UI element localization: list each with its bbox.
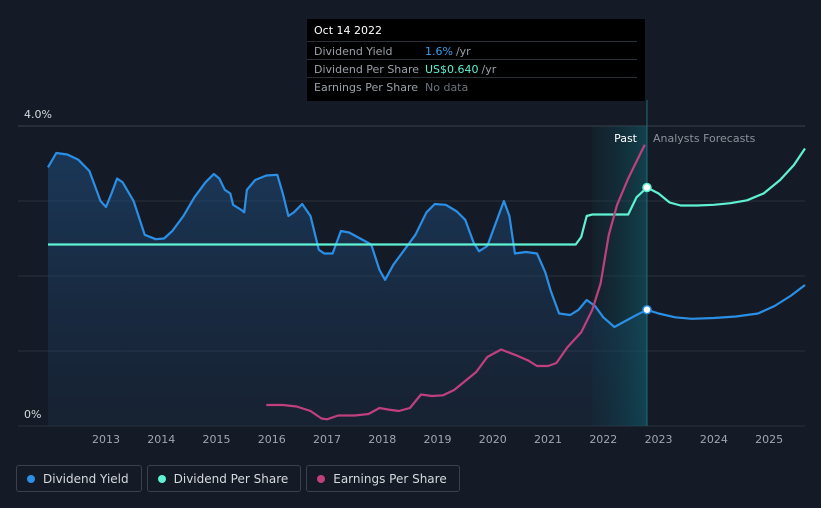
x-tick-label: 2013 — [92, 433, 120, 446]
x-tick-label: 2024 — [700, 433, 728, 446]
x-tick-label: 2021 — [534, 433, 562, 446]
tooltip-unit: /yr — [455, 45, 471, 58]
markers — [642, 182, 652, 315]
legend-dot-icon — [317, 474, 326, 483]
x-tick-label: 2023 — [645, 433, 673, 446]
past-highlight-band — [592, 100, 648, 426]
legend-dot-icon — [27, 474, 35, 483]
legend-item-dividend-yield[interactable]: Dividend Yield — [16, 465, 142, 492]
tooltip-label: Dividend Yield — [314, 45, 393, 58]
legend-item-dividend-per-share[interactable]: Dividend Per Share — [146, 465, 302, 492]
legend-item-earnings-per-share[interactable]: Earnings Per Share — [306, 465, 460, 492]
legend-label: Earnings Per Share — [333, 471, 447, 486]
dividend-yield-marker — [642, 305, 652, 315]
x-tick-label: 2016 — [258, 433, 286, 446]
highlight-band — [592, 126, 647, 426]
x-tick-label: 2018 — [368, 433, 396, 446]
x-axis-ticks: 2013 2014 2015 2016 2017 2018 2019 2020 2021 2022… — [92, 433, 783, 446]
tooltip-value: US$0.640 — [425, 63, 479, 76]
tooltip-date: Oct 14 2022 — [314, 24, 383, 37]
x-tick-label: 2025 — [755, 433, 783, 446]
x-tick-label: 2015 — [203, 433, 231, 446]
series-lines — [47, 144, 806, 421]
legend-dot-icon — [157, 474, 166, 483]
forecast-label: Analysts Forecasts — [653, 132, 756, 145]
tooltip-label: Earnings Per Share — [314, 81, 419, 94]
tooltip: Oct 14 2022 Dividend Yield 1.6%/yr Divid… — [307, 19, 645, 101]
tooltip-row-dividend-yield: Dividend Yield 1.6%/yr — [307, 41, 637, 60]
earnings-per-share-line — [266, 144, 646, 421]
tooltip-label: Dividend Per Share — [314, 63, 420, 76]
past-label: Past — [614, 132, 638, 145]
legend: Dividend Yield Dividend Per Share Earnin… — [16, 465, 460, 494]
dividend-yield-area — [48, 153, 647, 426]
y-axis-top-label: 4.0% — [24, 108, 52, 121]
tooltip-unit: /yr — [481, 63, 497, 76]
x-tick-label: 2019 — [424, 433, 452, 446]
legend-label: Dividend Per Share — [173, 471, 289, 486]
x-tick-label: 2020 — [479, 433, 507, 446]
dividend-per-share-marker — [642, 182, 652, 193]
y-axis-bottom-label: 0% — [24, 408, 41, 421]
tooltip-row-dividend-per-share: Dividend Per Share US$0.640/yr — [307, 59, 637, 78]
x-tick-label: 2017 — [313, 433, 341, 446]
x-tick-label: 2014 — [147, 433, 175, 446]
x-tick-label: 2022 — [589, 433, 617, 446]
dividend-per-share-line — [48, 147, 806, 246]
tooltip-row-earnings-per-share: Earnings Per Share No data — [307, 77, 637, 96]
tooltip-value: 1.6% — [425, 45, 453, 58]
legend-label: Dividend Yield — [43, 471, 129, 486]
tooltip-value: No data — [425, 81, 469, 94]
area-layer — [48, 153, 647, 426]
